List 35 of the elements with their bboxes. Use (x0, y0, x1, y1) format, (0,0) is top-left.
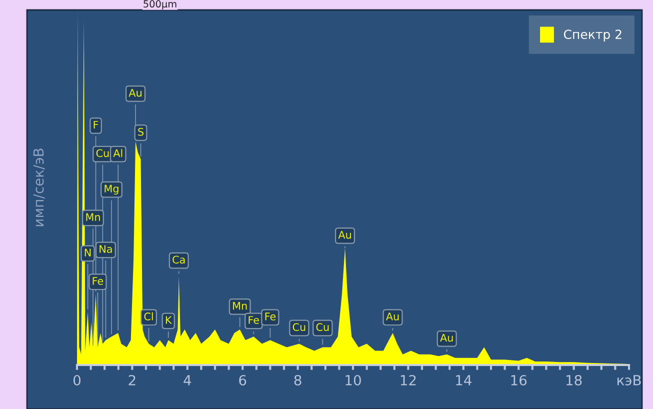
text: 500μm (144, 0, 176, 10)
annotation: Au (440, 334, 453, 342)
annotation: K (166, 316, 172, 324)
annotation: Cu (96, 149, 109, 158)
x-tick-label: 10 (346, 374, 361, 386)
x-tick-label: 4 (184, 375, 192, 386)
annotation: Al (113, 149, 122, 157)
x-tick-label: 8 (294, 374, 302, 386)
annotation: Cu (292, 323, 306, 332)
annotation: Au (338, 230, 351, 239)
annotation: Ca (172, 256, 185, 264)
annotation: S (138, 128, 144, 136)
annotation: Fe (248, 316, 259, 324)
annotation: Au (128, 88, 142, 97)
annotation: Au (386, 312, 399, 320)
x-tick-label: 18 (566, 374, 582, 386)
annotation: Mn (233, 302, 247, 310)
annotation: Cl (144, 312, 153, 320)
x-tick-label: 16 (511, 374, 527, 386)
annotation: Cu (316, 323, 329, 332)
annotation: Fe (92, 277, 104, 285)
annotation: Fe (265, 312, 276, 320)
y-axis-title: имп/сек/эВ (33, 148, 45, 226)
annotation: Mn (86, 213, 100, 221)
x-tick-label: 0 (73, 374, 80, 386)
annotation: Na (100, 245, 112, 253)
x-tick-label: 12 (400, 374, 416, 386)
x-tick-label: кэВ (617, 375, 641, 386)
annotation: Mg (104, 184, 118, 195)
x-tick-label: 14 (456, 375, 472, 386)
legend-label: Спектр 2 (564, 30, 622, 42)
x-tick-label: 2 (128, 374, 136, 386)
annotation: F (94, 120, 98, 129)
annotation: N (84, 248, 91, 256)
x-tick-label: 6 (239, 374, 246, 386)
